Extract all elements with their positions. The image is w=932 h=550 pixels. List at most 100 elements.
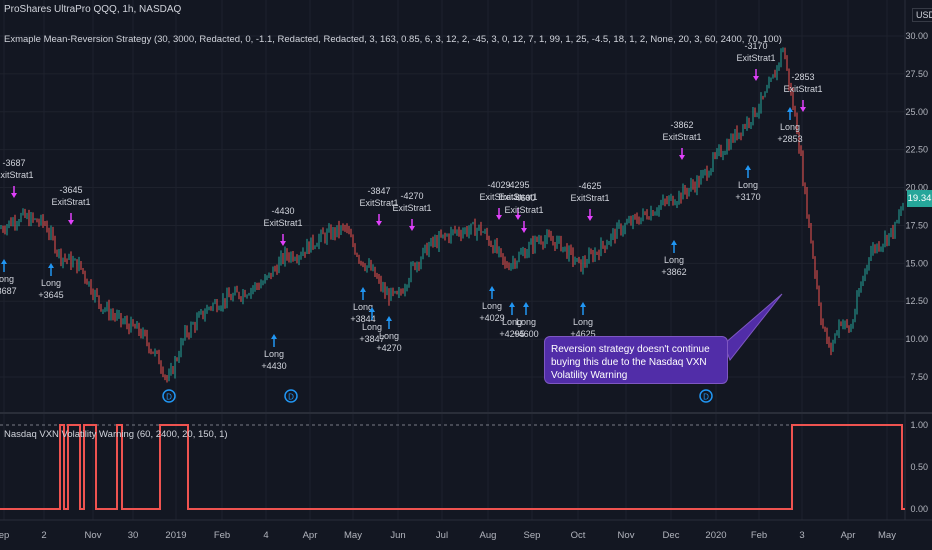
dividend-badge[interactable]: D <box>162 389 176 403</box>
svg-text:Long: Long <box>0 274 14 284</box>
svg-text:Long: Long <box>264 349 284 359</box>
dividend-badge[interactable]: D <box>284 389 298 403</box>
svg-text:+3844: +3844 <box>350 314 375 324</box>
vxn-warning-line <box>0 424 905 510</box>
time-axis-label: May <box>344 530 362 541</box>
strategy-legend[interactable]: Exmaple Mean-Reversion Strategy (30, 300… <box>4 34 782 45</box>
long-marker[interactable]: Long +3844 <box>350 287 376 324</box>
long-marker[interactable]: Long +3170 <box>735 165 761 202</box>
svg-text:+4625: +4625 <box>570 329 595 339</box>
price-scale-label: 27.50 <box>905 69 928 79</box>
svg-text:-3862: -3862 <box>670 120 693 130</box>
time-axis-label: Dec <box>663 530 680 541</box>
svg-text:-4600: -4600 <box>512 193 535 203</box>
time-axis-label: Jul <box>436 530 448 541</box>
price-scale[interactable]: 30.00 27.50 25.00 22.50 20.00 17.50 15.00 12.50… <box>905 31 928 382</box>
price-scale-label: 22.50 <box>905 145 928 155</box>
strategy-markers: -3687 ExitStrat1 -3645 ExitStrat1 -4430 ExitS… <box>0 41 823 371</box>
indicator-scale[interactable]: 1.00 0.50 0.00 <box>910 420 928 514</box>
callout-pointer <box>723 293 783 362</box>
long-marker[interactable]: Long +3847 <box>359 307 385 344</box>
time-axis-label: 2020 <box>705 530 726 541</box>
indicator-scale-label: 0.00 <box>910 504 928 514</box>
time-axis-label: 2019 <box>165 530 186 541</box>
svg-text:D: D <box>288 393 294 402</box>
svg-text:+4600: +4600 <box>513 329 538 339</box>
svg-text:-3645: -3645 <box>59 185 82 195</box>
svg-text:Long: Long <box>516 317 536 327</box>
exit-marker[interactable]: -4600 ExitStrat1 <box>504 193 544 233</box>
svg-text:-3170: -3170 <box>744 41 767 51</box>
dividend-badge[interactable]: D <box>699 389 713 403</box>
svg-text:Long: Long <box>502 317 522 327</box>
time-axis-label: Apr <box>841 530 856 541</box>
svg-text:Long: Long <box>41 278 61 288</box>
indicator-legend[interactable]: Nasdaq VXN Volatility Warning (60, 2400,… <box>4 429 228 440</box>
time-axis[interactable]: ep 2 Nov 30 2019 Feb 4 Apr May Jun Jul Aug Sep Oct Nov… <box>0 519 932 541</box>
svg-text:-4029: -4029 <box>487 180 510 190</box>
time-axis-label: ep <box>0 530 9 541</box>
exit-marker[interactable]: -4625 ExitStrat1 <box>570 181 610 221</box>
price-scale-label: 25.00 <box>905 107 928 117</box>
exit-marker[interactable]: -4430 ExitStrat1 <box>263 206 303 246</box>
time-axis-label: Feb <box>214 530 230 541</box>
svg-text:D: D <box>166 393 172 402</box>
svg-text:+4029: +4029 <box>479 313 504 323</box>
svg-text:-4295: -4295 <box>506 180 529 190</box>
exit-marker[interactable]: -4295 ExitStrat1 <box>498 180 538 220</box>
long-marker[interactable]: Long +4029 <box>479 286 505 323</box>
price-candles <box>0 47 904 383</box>
svg-text:-3847: -3847 <box>367 186 390 196</box>
svg-text:ExitStrat1: ExitStrat1 <box>504 205 543 215</box>
long-marker[interactable]: Long +2853 <box>777 107 803 144</box>
svg-text:Long: Long <box>353 302 373 312</box>
annotation-callout[interactable]: Reversion strategy doesn't continue buyi… <box>544 336 728 384</box>
exit-marker[interactable]: -3862 ExitStrat1 <box>662 120 702 160</box>
grid-lines <box>0 0 906 520</box>
exit-marker[interactable]: -2853 ExitStrat1 <box>783 72 823 112</box>
time-axis-label: Feb <box>751 530 767 541</box>
svg-text:Long: Long <box>573 317 593 327</box>
price-scale-label: 12.50 <box>905 296 928 306</box>
svg-text:+3645: +3645 <box>38 290 63 300</box>
currency-button[interactable]: USD <box>912 8 932 22</box>
svg-text:ExitStrat1: ExitStrat1 <box>359 198 398 208</box>
exit-marker[interactable]: -4270 ExitStrat1 <box>392 191 432 231</box>
long-marker[interactable]: Long +4600 <box>513 302 539 339</box>
exit-marker[interactable]: -3645 ExitStrat1 <box>51 185 91 225</box>
exit-marker[interactable]: -3170 ExitStrat1 <box>736 41 776 81</box>
long-marker[interactable]: Long +4295 <box>499 302 525 339</box>
svg-text:Long: Long <box>482 301 502 311</box>
price-scale-label: 15.00 <box>905 258 928 268</box>
price-scale-label: 20.00 <box>905 183 928 193</box>
exit-marker[interactable]: -4029 ExitStrat1 <box>479 180 519 220</box>
symbol-title[interactable]: ProShares UltraPro QQQ, 1h, NASDAQ <box>4 4 182 15</box>
svg-text:ExitStrat1: ExitStrat1 <box>51 197 90 207</box>
long-marker[interactable]: Long +4625 <box>570 302 596 339</box>
time-axis-label: Apr <box>303 530 318 541</box>
svg-text:-2853: -2853 <box>791 72 814 82</box>
exit-marker[interactable]: -3847 ExitStrat1 <box>359 186 399 226</box>
svg-text:Long: Long <box>738 180 758 190</box>
long-marker[interactable]: Long +4430 <box>261 334 287 371</box>
long-marker[interactable]: Long +3862 <box>661 240 687 277</box>
current-price-label: 19.34 <box>907 190 932 207</box>
long-marker[interactable]: Long +3687 <box>0 259 17 296</box>
svg-text:Long: Long <box>664 255 684 265</box>
time-axis-label: Nov <box>85 530 102 541</box>
long-marker[interactable]: Long +3645 <box>38 263 64 300</box>
svg-text:ExitStrat1: ExitStrat1 <box>263 218 302 228</box>
long-marker[interactable]: Long +4270 <box>376 316 402 353</box>
svg-text:+2853: +2853 <box>777 134 802 144</box>
svg-text:ExitStrat1: ExitStrat1 <box>662 132 701 142</box>
time-axis-label: 4 <box>263 530 268 541</box>
exit-marker[interactable]: -3687 ExitStrat1 <box>0 158 34 198</box>
time-axis-label: 3 <box>799 530 804 541</box>
price-scale-label: 7.50 <box>910 372 928 382</box>
svg-text:-3687: -3687 <box>2 158 25 168</box>
time-axis-label: Sep <box>524 530 541 541</box>
time-axis-label: Aug <box>480 530 497 541</box>
indicator-scale-label: 0.50 <box>910 462 928 472</box>
svg-text:+3847: +3847 <box>359 334 384 344</box>
